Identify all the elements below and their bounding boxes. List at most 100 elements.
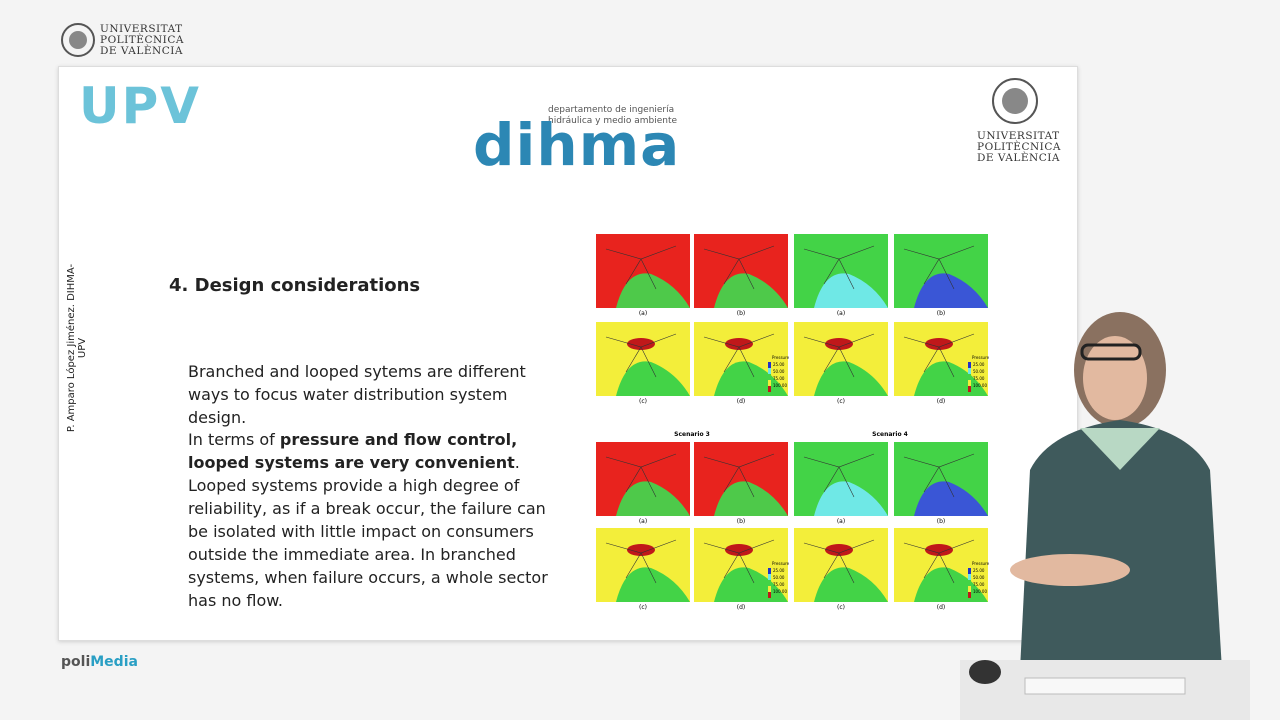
map-zone xyxy=(814,273,888,308)
map-network xyxy=(605,453,677,498)
map-zone xyxy=(616,567,690,602)
legend-tick: 25.00 xyxy=(773,568,785,573)
panel-label: (a) xyxy=(837,518,845,525)
legend-tick: 50.00 xyxy=(773,575,785,580)
footer-brand: poliMedia xyxy=(61,654,138,670)
legend-tick: 50.00 xyxy=(773,369,785,374)
panel-label: (d) xyxy=(737,604,746,611)
paragraph: In terms of pressure and flow control, l… xyxy=(188,428,568,612)
logo-line: hidráulica y medio ambiente xyxy=(548,116,678,126)
legend-swatch xyxy=(968,362,971,368)
legend-swatch xyxy=(968,586,971,592)
map-network xyxy=(803,453,875,498)
logo-text: UNIVERSITAT POLITÈCNICA DE VALÈNCIA xyxy=(100,24,220,57)
heading: 4. Design considerations xyxy=(169,275,421,296)
logo-line: UNIVERSITAT xyxy=(977,130,1060,142)
text: . Looped systems provide a high degree o… xyxy=(188,453,548,610)
map-network xyxy=(703,539,775,584)
map-zone xyxy=(627,338,655,350)
legend-title: Pressure xyxy=(972,355,990,360)
legend-swatch xyxy=(768,586,771,592)
dept-logo: dihma xyxy=(473,111,681,179)
map-network xyxy=(803,539,875,584)
legend-tick: 100.00 xyxy=(973,589,987,594)
bold-text: pressure and flow control, looped system… xyxy=(188,430,518,472)
map-network xyxy=(703,453,775,498)
map-zone xyxy=(914,273,988,308)
legend-tick: 100.00 xyxy=(773,589,787,594)
panel-label: (d) xyxy=(737,398,746,405)
seal xyxy=(61,23,95,57)
map-network xyxy=(903,333,975,378)
logo-line: POLITÈCNICA xyxy=(977,141,1061,153)
presenter xyxy=(960,312,1250,720)
legend-swatch xyxy=(968,386,971,392)
panel-label: (b) xyxy=(737,310,746,317)
brand-part: Media xyxy=(90,654,138,670)
map-zone xyxy=(725,338,753,350)
map-zone xyxy=(814,481,888,516)
panel-label: (d) xyxy=(937,398,946,405)
map-zone xyxy=(627,544,655,556)
dept-text: departamento de ingeniería hidráulica y m… xyxy=(548,105,677,127)
panel-label: (b) xyxy=(937,518,946,525)
legend-swatch xyxy=(968,580,971,586)
legend-swatch xyxy=(968,574,971,580)
map-zone xyxy=(825,544,853,556)
legend-swatch xyxy=(968,374,971,380)
legend-tick: 25.00 xyxy=(973,362,985,367)
panel-label: (d) xyxy=(937,604,946,611)
legend-title: Pressure xyxy=(772,561,790,566)
map-zone xyxy=(714,481,788,516)
legend-swatch xyxy=(968,592,971,598)
legend-tick: 25.00 xyxy=(973,568,985,573)
map-zone xyxy=(914,481,988,516)
legend-swatch xyxy=(768,568,771,574)
logo-text: UNIVERSITAT POLITÈCNICA DE VALÈNCIA xyxy=(977,131,1077,164)
figure: (a) (b) (a) (b) (c) (d) Pressure 25.00 50.00 75.0… xyxy=(596,234,990,611)
map-zone xyxy=(616,481,690,516)
legend-tick: 25.00 xyxy=(773,362,785,367)
text: In terms of xyxy=(188,430,280,449)
legend-swatch xyxy=(768,580,771,586)
legend-swatch xyxy=(768,592,771,598)
map-zone xyxy=(616,361,690,396)
logo-line: DE VALÈNCIA xyxy=(977,152,1060,164)
panel-label: (b) xyxy=(737,518,746,525)
legend-tick: 50.00 xyxy=(973,575,985,580)
legend-swatch xyxy=(968,380,971,386)
scenario-title: Scenario 4 xyxy=(872,431,908,438)
panel-label: (c) xyxy=(837,398,845,405)
panel-label: (c) xyxy=(639,398,647,405)
panel-label: (c) xyxy=(837,604,845,611)
legend-swatch xyxy=(768,574,771,580)
logo-line: departamento de ingeniería xyxy=(548,105,675,115)
map-network xyxy=(703,245,775,290)
map-network xyxy=(903,453,975,498)
map-network xyxy=(803,245,875,290)
legend-swatch xyxy=(768,374,771,380)
panel-label: (a) xyxy=(639,310,647,317)
legend-swatch xyxy=(768,362,771,368)
legend-tick: 75.00 xyxy=(773,376,785,381)
panel-label: (c) xyxy=(639,604,647,611)
legend-swatch xyxy=(968,368,971,374)
logo-line: DE VALÈNCIA xyxy=(100,45,183,57)
map-network xyxy=(803,333,875,378)
legend-tick: 75.00 xyxy=(773,582,785,587)
legend-swatch xyxy=(768,368,771,374)
panel-label: (a) xyxy=(837,310,845,317)
legend-swatch xyxy=(768,386,771,392)
map-zone xyxy=(825,338,853,350)
paragraph: Branched and looped sytems are different… xyxy=(188,362,526,427)
map-zone xyxy=(814,567,888,602)
map-network xyxy=(703,333,775,378)
map-network xyxy=(605,245,677,290)
seal xyxy=(992,78,1038,124)
brand-part: poli xyxy=(61,654,91,670)
legend-tick: 100.00 xyxy=(973,383,987,388)
panel-label: (b) xyxy=(937,310,946,317)
map-network xyxy=(903,245,975,290)
legend-tick: 75.00 xyxy=(973,376,985,381)
map-zone xyxy=(925,544,953,556)
